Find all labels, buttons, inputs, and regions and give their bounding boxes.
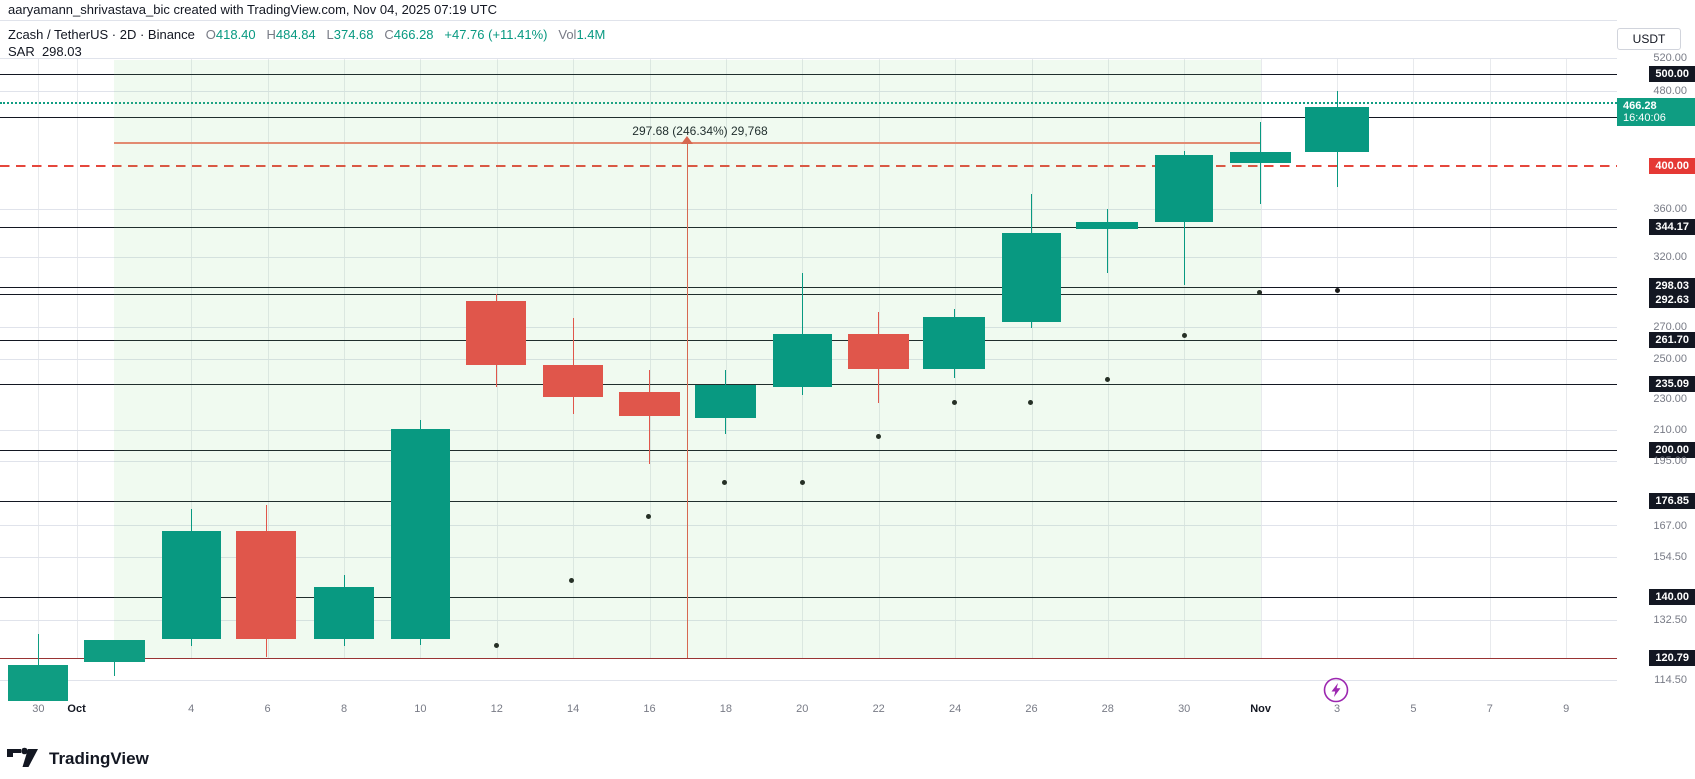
svg-text:TradingView: TradingView: [49, 749, 150, 768]
